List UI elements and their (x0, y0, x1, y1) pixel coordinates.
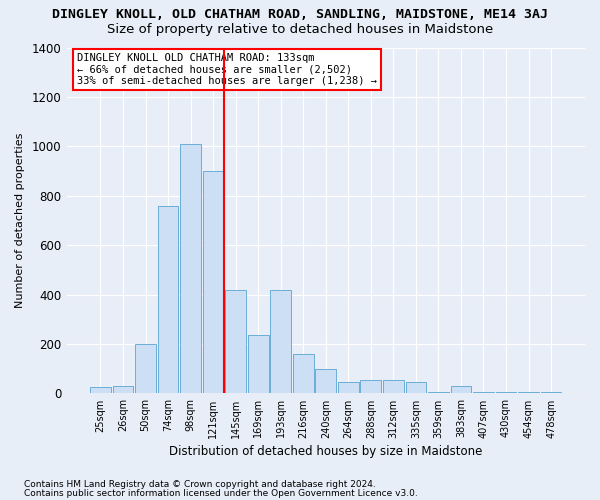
Bar (361, 380, 381, 394)
Bar (90, 386, 111, 394)
Bar (496, 392, 517, 394)
Bar (518, 392, 539, 394)
Bar (225, 290, 246, 394)
Bar (316, 368, 336, 394)
Bar (113, 386, 133, 394)
Bar (158, 206, 178, 394)
Bar (406, 382, 426, 394)
Bar (451, 386, 472, 394)
Bar (473, 392, 494, 394)
Bar (248, 336, 269, 394)
Bar (338, 382, 359, 394)
Bar (541, 392, 562, 394)
Bar (428, 392, 449, 394)
Y-axis label: Number of detached properties: Number of detached properties (15, 133, 25, 308)
Text: Contains public sector information licensed under the Open Government Licence v3: Contains public sector information licen… (24, 488, 418, 498)
Bar (383, 380, 404, 394)
Bar (271, 290, 291, 394)
Text: Contains HM Land Registry data © Crown copyright and database right 2024.: Contains HM Land Registry data © Crown c… (24, 480, 376, 489)
Bar (180, 144, 201, 394)
Bar (135, 344, 156, 394)
Bar (203, 171, 223, 394)
Text: Size of property relative to detached houses in Maidstone: Size of property relative to detached ho… (107, 22, 493, 36)
X-axis label: Distribution of detached houses by size in Maidstone: Distribution of detached houses by size … (169, 444, 482, 458)
Text: DINGLEY KNOLL OLD CHATHAM ROAD: 133sqm
← 66% of detached houses are smaller (2,5: DINGLEY KNOLL OLD CHATHAM ROAD: 133sqm ←… (77, 52, 377, 86)
Text: DINGLEY KNOLL, OLD CHATHAM ROAD, SANDLING, MAIDSTONE, ME14 3AJ: DINGLEY KNOLL, OLD CHATHAM ROAD, SANDLIN… (52, 8, 548, 20)
Bar (293, 354, 314, 394)
